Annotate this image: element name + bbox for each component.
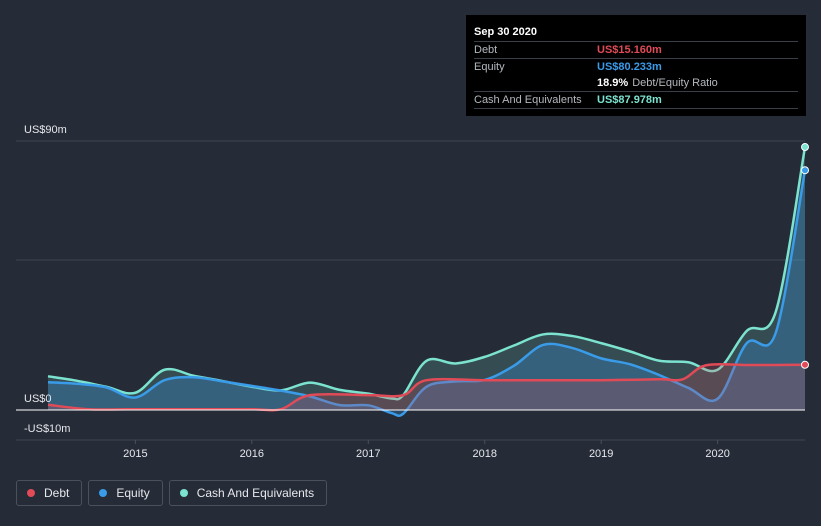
series-area-equity bbox=[48, 170, 805, 416]
series-area-cash-and-equivalents bbox=[48, 147, 805, 411]
series-layer bbox=[47, 146, 807, 418]
tooltip-debt-value: US$15.160m bbox=[597, 44, 662, 56]
legend-item-cash[interactable]: Cash And Equivalents bbox=[168, 480, 328, 506]
legend-item-equity[interactable]: Equity bbox=[88, 480, 163, 506]
x-tick-label-2016: 2016 bbox=[240, 448, 264, 460]
x-tick-label-2015: 2015 bbox=[123, 448, 147, 460]
tooltip-date: Sep 30 2020 bbox=[474, 26, 537, 38]
legend-dot-equity bbox=[99, 489, 108, 497]
tooltip-ratio-value: 18.9% bbox=[597, 77, 629, 89]
tooltip-cash-row: Cash And Equivalents US$87.978m bbox=[474, 91, 798, 109]
x-tick-label-2019: 2019 bbox=[589, 448, 613, 460]
y-label-top: US$90m bbox=[24, 124, 67, 136]
series-end-point-equity[interactable] bbox=[801, 166, 809, 175]
series-line-debt bbox=[47, 362, 806, 412]
series-area-debt bbox=[48, 364, 805, 411]
tooltip-equity-row: Equity US$80.233m bbox=[474, 58, 798, 75]
y-label-zero: US$0 bbox=[24, 393, 52, 405]
series-end-point-debt[interactable] bbox=[801, 360, 809, 369]
y-label-bottom: -US$10m bbox=[24, 423, 70, 435]
legend-item-debt[interactable]: Debt bbox=[16, 480, 83, 506]
end-markers bbox=[801, 143, 809, 369]
tooltip-debt-row: Debt US$15.160m bbox=[474, 41, 798, 58]
x-tick-label-2018: 2018 bbox=[472, 448, 496, 460]
tooltip-cash-label: Cash And Equivalents bbox=[474, 94, 582, 106]
legend-dot-cash bbox=[179, 489, 188, 497]
series-line-equity bbox=[47, 169, 807, 418]
tooltip-ratio-label: Debt/Equity Ratio bbox=[632, 77, 718, 89]
legend-label-cash: Cash And Equivalents bbox=[196, 486, 315, 500]
x-tick-label-2017: 2017 bbox=[356, 448, 380, 460]
tooltip: Sep 30 2020 Debt US$15.160m Equity US$80… bbox=[466, 15, 806, 116]
tooltip-cash-value: US$87.978m bbox=[597, 94, 662, 106]
x-tick-label-2020: 2020 bbox=[705, 448, 729, 460]
series-end-point-cash-and-equivalents[interactable] bbox=[801, 143, 809, 152]
tooltip-equity-label: Equity bbox=[474, 61, 505, 73]
series-line-cash-and-equivalents bbox=[47, 146, 807, 401]
tooltip-equity-value: US$80.233m bbox=[597, 61, 662, 73]
tooltip-ratio-spacer bbox=[474, 75, 597, 91]
legend-label-debt: Debt bbox=[44, 486, 70, 500]
x-axis-ticks: 2015 2016 2017 2018 2019 2020 bbox=[123, 440, 730, 460]
tooltip-ratio-row: 18.9% Debt/Equity Ratio bbox=[474, 75, 798, 91]
tooltip-debt-label: Debt bbox=[474, 44, 498, 56]
legend-label-equity: Equity bbox=[116, 486, 150, 500]
legend-dot-debt bbox=[27, 489, 35, 497]
legend: Debt Equity Cash And Equivalents bbox=[16, 480, 328, 506]
